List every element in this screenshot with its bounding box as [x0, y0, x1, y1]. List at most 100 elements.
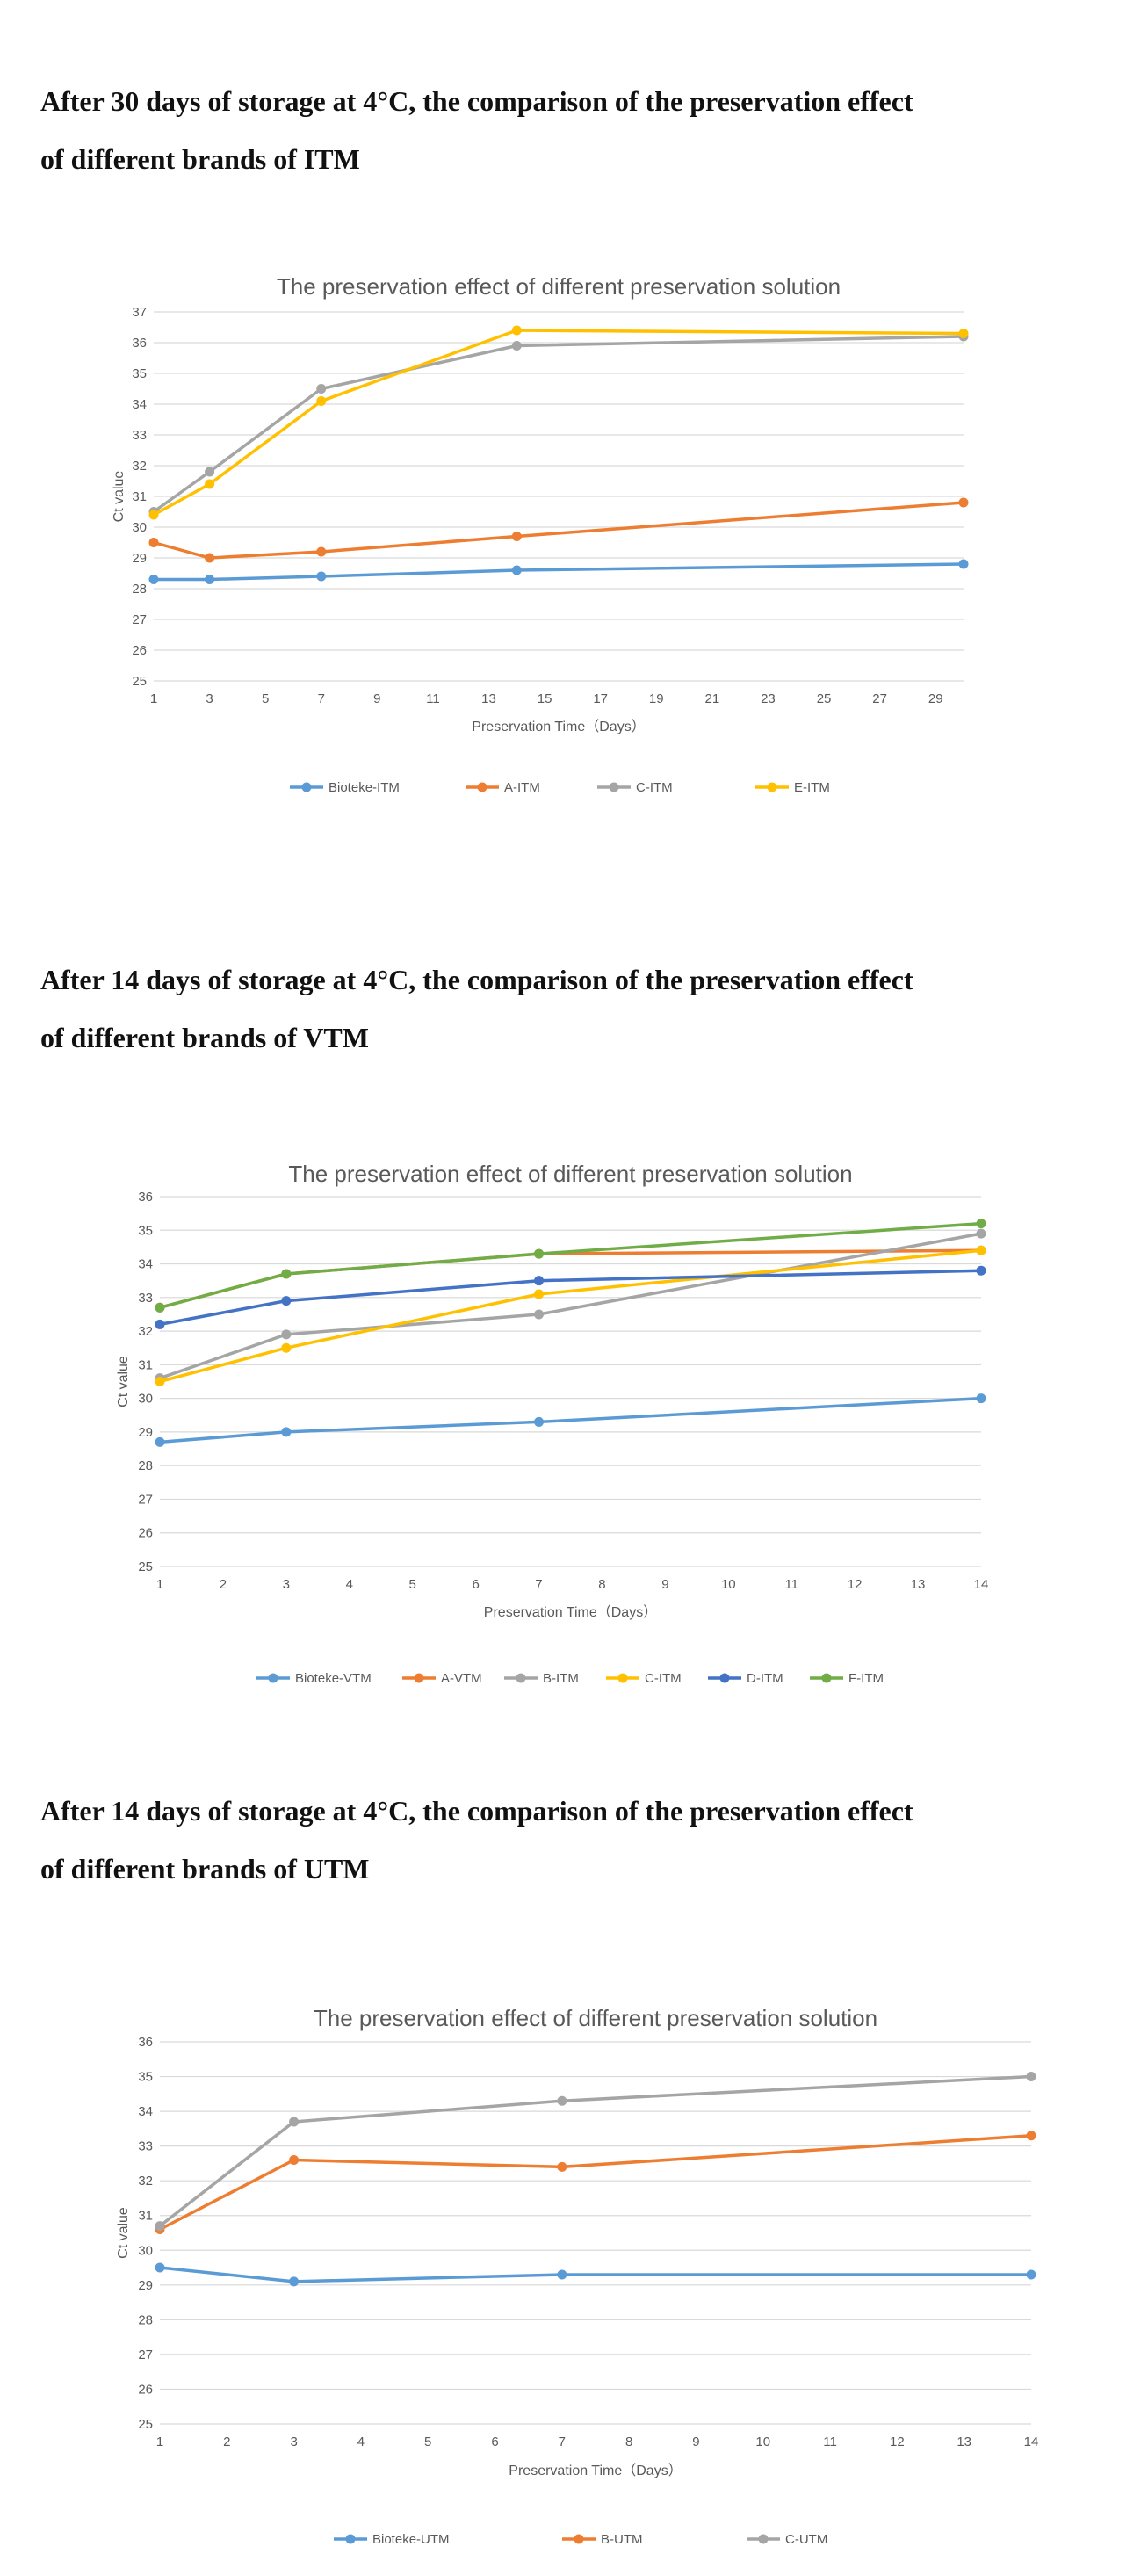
series-line [159, 1396, 982, 1444]
legend-item: D-ITM [708, 1671, 783, 1686]
legend-swatch-marker [516, 1673, 526, 1683]
data-point [289, 2154, 300, 2165]
legend-label: E-ITM [794, 780, 830, 795]
data-point [976, 1393, 986, 1404]
y-tick-label: 35 [138, 2070, 153, 2085]
series-e-itm [148, 325, 969, 520]
data-point [976, 1265, 986, 1276]
x-axis: 1 3 5 7 9 11 13 15 17 19 21 23 25 27 29 [150, 691, 943, 706]
y-tick-label: 36 [132, 336, 147, 351]
legend-label: Bioteke-VTM [295, 1671, 372, 1686]
y-tick-label: 32 [138, 1324, 153, 1339]
x-tick-label: 8 [598, 1577, 605, 1592]
legend-swatch-marker [609, 782, 619, 792]
x-tick-label: 1 [156, 1577, 163, 1592]
data-point [976, 1219, 986, 1229]
x-tick-label: 1 [150, 691, 157, 706]
y-tick-label: 26 [138, 1526, 153, 1541]
y-tick-label: 30 [132, 520, 147, 535]
data-point [155, 1319, 165, 1329]
x-tick-label: 3 [206, 691, 213, 706]
y-axis-label: Ct value [112, 471, 126, 523]
y-tick-label: 34 [138, 2104, 153, 2119]
data-point [281, 1427, 292, 1437]
x-tick-label: 7 [318, 691, 325, 706]
y-tick-label: 26 [132, 643, 147, 658]
x-tick-label: 9 [661, 1577, 668, 1592]
section-title-vtm: After 14 days of storage at 4°C, the com… [40, 951, 1130, 1067]
data-point [534, 1416, 545, 1427]
y-tick-label: 35 [138, 1223, 153, 1238]
x-tick-label: 13 [957, 2435, 971, 2449]
legend-label: B-UTM [601, 2532, 643, 2547]
y-tick-label: 30 [138, 2243, 153, 2258]
data-point [1026, 2072, 1036, 2082]
data-point [511, 532, 522, 541]
y-axis: 25 26 27 28 29 30 31 32 33 34 35 36 [138, 1190, 981, 1574]
y-axis-label: Ct value [116, 1356, 131, 1407]
x-axis-label: Preservation Time（Days） [472, 719, 645, 734]
x-tick-label: 21 [705, 691, 720, 706]
x-axis: 1 2 3 4 5 6 7 8 9 10 11 12 13 14 [156, 1577, 989, 1592]
legend-item: C-ITM [597, 780, 673, 795]
x-tick-label: 11 [784, 1577, 798, 1592]
y-tick-label: 33 [138, 1291, 153, 1306]
data-point [511, 341, 522, 351]
x-tick-label: 7 [559, 2435, 566, 2449]
data-point [281, 1296, 292, 1306]
series-line [159, 1269, 982, 1327]
section-title-line2: of different brands of VTM [40, 1022, 369, 1053]
section-title-line2: of different brands of ITM [40, 143, 360, 175]
y-tick-label: 27 [138, 2348, 153, 2363]
series-line [159, 2266, 1031, 2283]
y-tick-label: 31 [138, 2209, 153, 2224]
legend-item: B-ITM [504, 1671, 579, 1686]
y-tick-label: 36 [138, 2035, 153, 2050]
series-line [159, 1232, 982, 1380]
data-point [205, 575, 215, 584]
legend-swatch-marker [345, 2534, 356, 2544]
y-tick-label: 34 [138, 1257, 153, 1272]
data-point [148, 538, 159, 547]
x-axis-label: Preservation Time（Days） [484, 1604, 657, 1620]
legend-label: C-ITM [636, 780, 673, 795]
series-bioteke-vtm [155, 1393, 986, 1447]
section-title-utm: After 14 days of storage at 4°C, the com… [40, 1782, 1130, 1898]
data-point [289, 2117, 300, 2127]
y-tick-label: 30 [138, 1392, 153, 1407]
chart-title: The preservation effect of different pre… [314, 2005, 877, 2031]
y-tick-label: 31 [138, 1357, 153, 1372]
x-tick-label: 6 [491, 2435, 498, 2449]
legend-swatch-marker [617, 1673, 628, 1683]
data-point [155, 2221, 165, 2232]
section-title-line2: of different brands of UTM [40, 1853, 370, 1885]
x-tick-label: 29 [928, 691, 943, 706]
data-point [1026, 2131, 1036, 2141]
series-bioteke-itm [148, 559, 969, 584]
data-point [148, 575, 159, 584]
data-point [958, 497, 969, 508]
legend-swatch-marker [767, 782, 777, 792]
legend-label: A-ITM [504, 780, 540, 795]
data-point [557, 2161, 567, 2172]
legend-swatch-marker [719, 1673, 730, 1683]
legend-swatch-marker [414, 1673, 424, 1683]
legend: Bioteke-ITM A-ITM C-ITM E-ITM [290, 780, 830, 795]
chart-title: The preservation effect of different pre… [288, 1161, 852, 1187]
x-tick-label: 13 [481, 691, 496, 706]
x-tick-label: 5 [424, 2435, 431, 2449]
y-tick-label: 27 [138, 1492, 153, 1507]
data-point [316, 384, 327, 394]
x-tick-label: 11 [426, 691, 440, 706]
data-point [155, 2262, 165, 2273]
y-tick-label: 36 [138, 1190, 153, 1205]
x-tick-label: 2 [223, 2435, 230, 2449]
legend-swatch-marker [477, 782, 487, 792]
x-tick-label: 6 [472, 1577, 479, 1592]
series-b-itm [155, 1228, 986, 1384]
series-c-utm [155, 2072, 1036, 2232]
x-tick-label: 12 [890, 2435, 905, 2449]
data-point [976, 1228, 986, 1239]
